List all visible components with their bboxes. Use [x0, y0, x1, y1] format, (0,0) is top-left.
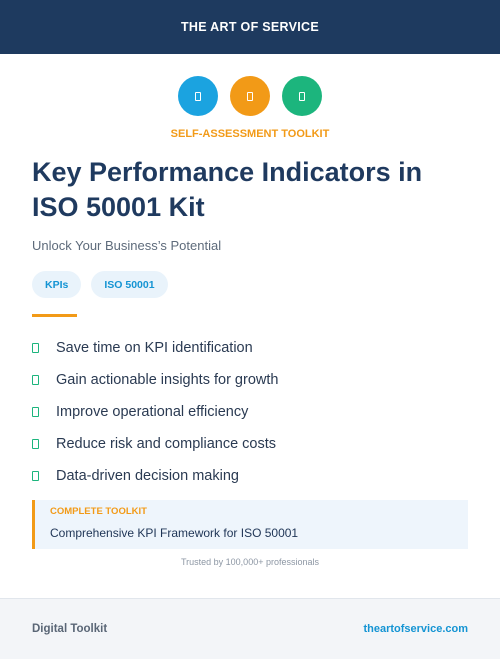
check-icon [32, 375, 39, 385]
check-icon [32, 343, 39, 353]
check-icon [32, 439, 39, 449]
accent-divider [32, 314, 77, 317]
feature-list: Save time on KPI identification Gain act… [32, 332, 278, 492]
list-item: Reduce risk and compliance costs [32, 428, 278, 460]
website-link[interactable]: theartofservice.com [363, 623, 468, 635]
tag-list: KPIs ISO 50001 [32, 271, 168, 298]
tag-iso-50001: ISO 50001 [91, 271, 168, 298]
callout-label: COMPLETE TOOLKIT [50, 506, 147, 517]
trust-note: Trusted by 100,000+ professionals [180, 557, 319, 567]
list-item: Gain actionable insights for growth [32, 364, 278, 396]
top-banner: THE ART OF SERVICE [0, 0, 500, 54]
check-icon [32, 407, 39, 417]
toolkit-callout: COMPLETE TOOLKIT Comprehensive KPI Frame… [32, 500, 468, 549]
subtitle: Unlock Your Business’s Potential [32, 238, 222, 253]
eyebrow-label: SELF-ASSESSMENT TOOLKIT [170, 128, 330, 140]
list-item: Save time on KPI identification [32, 332, 278, 364]
list-item: Improve operational efficiency [32, 396, 278, 428]
feature-text: Save time on KPI identification [56, 340, 253, 356]
feature-text: Gain actionable insights for growth [56, 372, 279, 388]
brand-name: THE ART OF SERVICE [180, 20, 320, 34]
check-icon [32, 471, 39, 481]
page-title: Key Performance Indicators in ISO 50001 … [32, 157, 423, 222]
list-item: Data-driven decision making [32, 460, 278, 492]
feature-text: Improve operational efficiency [56, 404, 249, 420]
icon-row [0, 76, 500, 116]
callout-text: Comprehensive KPI Framework for ISO 5000… [50, 526, 299, 540]
document-icon [178, 76, 218, 116]
document-icon [282, 76, 322, 116]
tag-kpis: KPIs [32, 271, 82, 298]
footer: Digital Toolkit theartofservice.com [0, 598, 500, 659]
feature-text: Data-driven decision making [56, 468, 239, 484]
feature-text: Reduce risk and compliance costs [56, 436, 277, 452]
document-icon [230, 76, 270, 116]
footer-label: Digital Toolkit [32, 623, 108, 635]
